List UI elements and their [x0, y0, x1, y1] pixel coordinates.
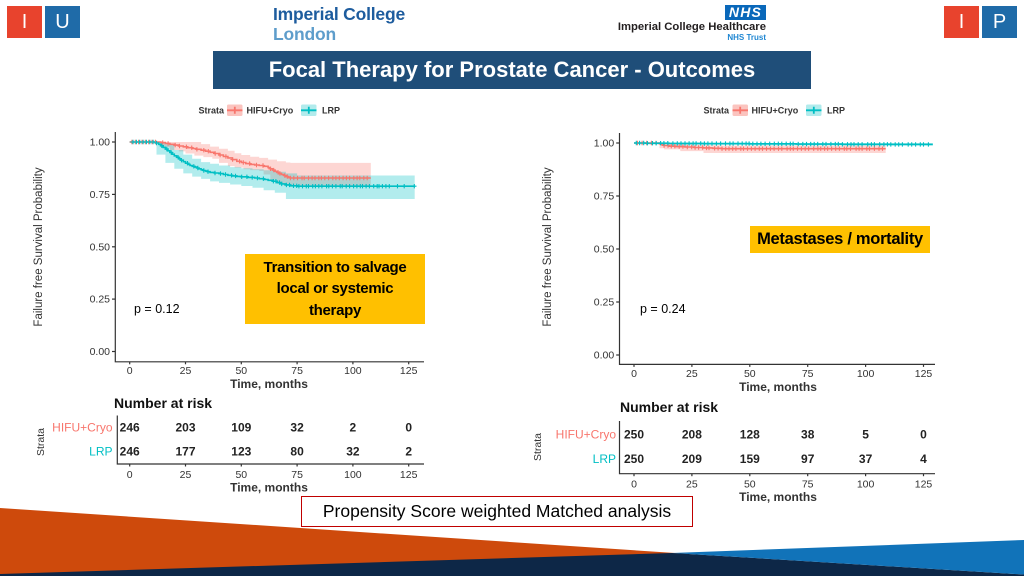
svg-text:246: 246 — [120, 445, 140, 459]
svg-text:75: 75 — [291, 365, 303, 377]
svg-text:4: 4 — [920, 452, 927, 466]
svg-text:Time, months: Time, months — [230, 377, 308, 391]
svg-text:Number at risk: Number at risk — [114, 395, 212, 411]
svg-text:1.00: 1.00 — [594, 138, 615, 150]
svg-text:25: 25 — [686, 368, 698, 380]
svg-text:125: 125 — [400, 365, 418, 377]
svg-text:75: 75 — [802, 368, 814, 380]
svg-text:0.25: 0.25 — [90, 294, 111, 306]
svg-text:250: 250 — [624, 452, 644, 466]
svg-text:5: 5 — [862, 428, 869, 442]
svg-text:HIFU+Cryo: HIFU+Cryo — [556, 428, 617, 442]
svg-text:25: 25 — [180, 365, 192, 377]
svg-text:125: 125 — [915, 368, 933, 380]
svg-text:25: 25 — [180, 469, 192, 481]
svg-text:0.75: 0.75 — [90, 189, 111, 201]
svg-text:HIFU+Cryo: HIFU+Cryo — [752, 106, 799, 116]
svg-text:0.25: 0.25 — [594, 297, 615, 309]
svg-text:75: 75 — [291, 469, 303, 481]
svg-text:125: 125 — [400, 469, 418, 481]
svg-text:HIFU+Cryo: HIFU+Cryo — [52, 421, 113, 435]
svg-text:50: 50 — [235, 365, 247, 377]
svg-text:250: 250 — [624, 428, 644, 442]
svg-text:Strata: Strata — [35, 428, 47, 456]
svg-text:p = 0.12: p = 0.12 — [134, 302, 180, 316]
svg-text:Failure free Survival Probabil: Failure free Survival Probability — [542, 167, 554, 326]
svg-text:0.75: 0.75 — [594, 191, 615, 203]
svg-text:32: 32 — [290, 421, 304, 435]
svg-text:128: 128 — [740, 428, 760, 442]
svg-text:246: 246 — [120, 421, 140, 435]
svg-text:HIFU+Cryo: HIFU+Cryo — [247, 106, 294, 116]
svg-text:50: 50 — [744, 479, 756, 491]
svg-text:0: 0 — [127, 365, 133, 377]
svg-text:159: 159 — [740, 452, 760, 466]
svg-text:Number at risk: Number at risk — [620, 399, 718, 415]
svg-text:Time, months: Time, months — [739, 490, 817, 504]
svg-text:0.00: 0.00 — [90, 346, 111, 358]
svg-text:p = 0.24: p = 0.24 — [640, 302, 686, 316]
svg-text:2: 2 — [405, 445, 412, 459]
svg-text:1.00: 1.00 — [90, 137, 111, 149]
svg-text:125: 125 — [915, 479, 933, 491]
svg-text:Strata: Strata — [532, 433, 544, 461]
svg-text:100: 100 — [344, 365, 362, 377]
svg-text:25: 25 — [686, 479, 698, 491]
svg-text:203: 203 — [175, 421, 195, 435]
svg-text:109: 109 — [231, 421, 251, 435]
svg-text:50: 50 — [744, 368, 756, 380]
svg-text:Time, months: Time, months — [230, 481, 308, 495]
svg-text:50: 50 — [235, 469, 247, 481]
svg-text:32: 32 — [346, 445, 360, 459]
svg-text:100: 100 — [344, 469, 362, 481]
svg-text:LRP: LRP — [827, 106, 845, 116]
svg-text:177: 177 — [175, 445, 195, 459]
svg-text:0: 0 — [127, 469, 133, 481]
svg-text:0: 0 — [631, 368, 637, 380]
svg-text:0.00: 0.00 — [594, 350, 615, 362]
svg-text:LRP: LRP — [322, 106, 340, 116]
svg-text:75: 75 — [802, 479, 814, 491]
svg-text:0: 0 — [920, 428, 927, 442]
svg-text:38: 38 — [801, 428, 815, 442]
svg-text:LRP: LRP — [593, 452, 616, 466]
svg-text:0.50: 0.50 — [594, 244, 615, 256]
svg-text:Strata: Strata — [703, 106, 730, 116]
svg-text:37: 37 — [859, 452, 873, 466]
svg-text:100: 100 — [857, 368, 875, 380]
svg-text:0: 0 — [405, 421, 412, 435]
svg-text:209: 209 — [682, 452, 702, 466]
svg-text:0.50: 0.50 — [90, 241, 111, 253]
svg-text:LRP: LRP — [89, 445, 112, 459]
svg-text:2: 2 — [350, 421, 357, 435]
svg-text:100: 100 — [857, 479, 875, 491]
svg-text:0: 0 — [631, 479, 637, 491]
svg-text:80: 80 — [290, 445, 304, 459]
svg-text:97: 97 — [801, 452, 815, 466]
svg-text:Strata: Strata — [198, 106, 225, 116]
svg-text:Time, months: Time, months — [739, 380, 817, 394]
svg-text:123: 123 — [231, 445, 251, 459]
svg-text:208: 208 — [682, 428, 702, 442]
svg-text:Failure free Survival Probabil: Failure free Survival Probability — [33, 167, 45, 326]
